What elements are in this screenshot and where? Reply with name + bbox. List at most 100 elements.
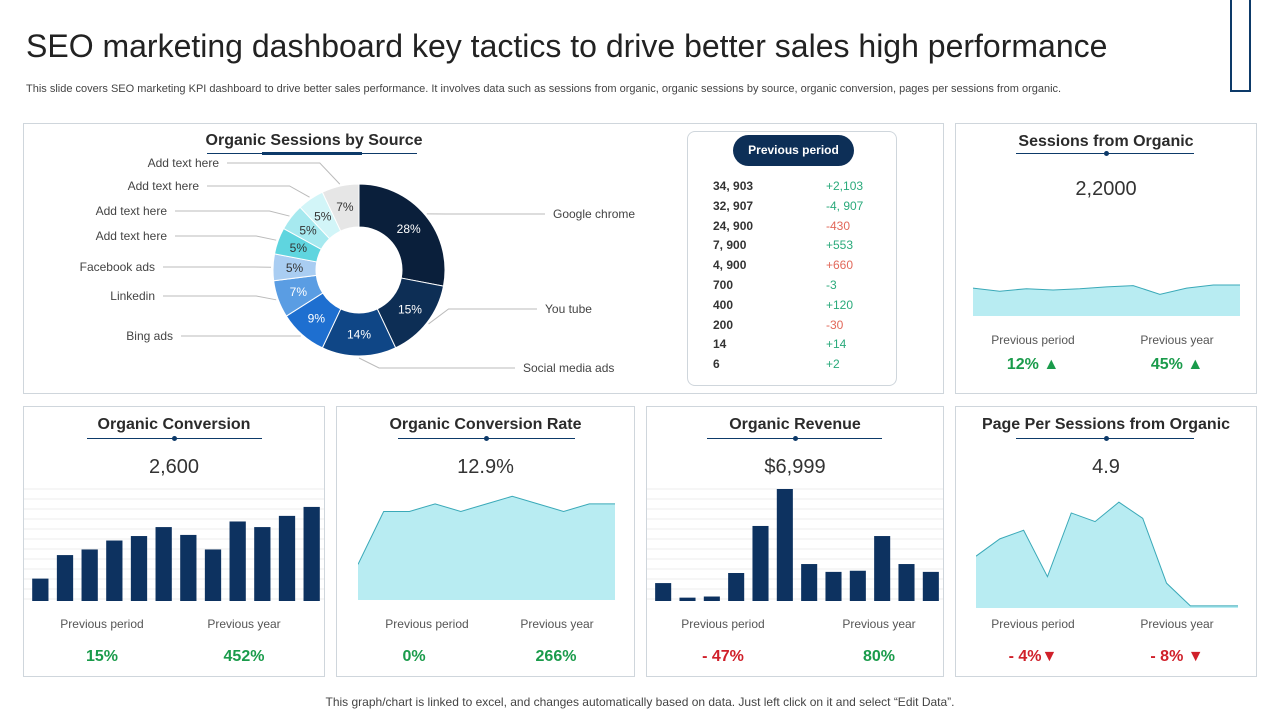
area-line [358,495,615,565]
bar[interactable] [825,571,842,601]
title-dot [484,436,489,441]
bar[interactable] [229,521,246,601]
previous-period-label: Previous period [385,617,469,631]
slice-value-label: 5% [314,210,332,224]
period-row: 32, 907 -4, 907 [713,199,893,217]
previous-year-value: 452% [223,648,265,665]
bar[interactable] [703,596,720,601]
previous-period-label: Previous period [60,617,144,631]
bar[interactable] [180,534,197,601]
slice-value-label: 9% [308,311,326,325]
bar[interactable] [56,555,74,601]
period-change: -3 [826,278,837,292]
revenue-bar-chart [647,488,943,601]
slice-value-label: 7% [290,285,308,299]
conversion-rate-area-chart [358,495,615,600]
bar[interactable] [130,536,148,601]
previous-period-label: Previous period [991,617,1075,631]
period-row: 6 +2 [713,357,893,375]
previous-year-label: Previous year [1140,617,1214,631]
footer-note: This graph/chart is linked to excel, and… [325,695,955,709]
period-value: 200 [713,317,734,332]
leader-line [207,185,310,198]
sessions-from-organic-panel[interactable]: Sessions from Organic 2,2000 Previous pe… [955,123,1257,394]
slice-value-label: 7% [336,200,354,214]
donut-slice[interactable] [321,183,360,232]
bar[interactable] [874,536,891,601]
previous-period-label: Previous period [681,617,765,631]
bar[interactable] [776,489,793,601]
bar[interactable] [922,571,939,601]
bar[interactable] [752,525,769,601]
bar[interactable] [204,549,222,601]
kpi-value: 2,2000 [1075,178,1137,200]
period-row: 14 +14 [713,337,893,355]
previous-year-label: Previous year [520,617,594,631]
period-change: +660 [826,258,854,273]
slice-category-label: Add text here [148,156,220,170]
bar[interactable] [801,564,818,601]
bar[interactable] [81,549,98,601]
slice-value-label: 5% [299,223,317,237]
previous-year-label: Previous year [842,617,916,631]
page-subtitle: This slide covers SEO marketing KPI dash… [26,83,1062,95]
page-per-sessions-panel[interactable]: Page Per Sessions from Organic 4.9 Previ… [955,406,1257,677]
bar[interactable] [106,540,123,601]
bar[interactable] [898,564,915,601]
leader-line [227,162,341,185]
previous-period-value: - 4%▼ [1008,648,1058,665]
bar[interactable] [655,583,672,601]
bar[interactable] [254,527,271,601]
bar[interactable] [32,578,49,601]
bar[interactable] [728,573,745,601]
slice-value-label: 15% [398,303,422,317]
period-change: +120 [826,297,854,312]
area-line [976,501,1238,607]
donut-slice[interactable] [358,183,446,287]
bar[interactable] [278,515,296,601]
previous-year-value: 45% ▲ [1150,356,1204,373]
period-value: 400 [713,297,734,312]
organic-conversion-panel[interactable]: Organic Conversion 2,600 Previous period… [23,406,325,677]
organic-revenue-panel[interactable]: Organic Revenue $6,999 Previous period P… [646,406,944,677]
slice-category-label: Add text here [128,179,200,193]
bar[interactable] [303,506,320,601]
previous-year-label: Previous year [207,617,281,631]
period-change: -30 [826,317,844,332]
leader-line [163,295,277,301]
slice-value-label: 5% [290,241,308,255]
period-row: 24, 900 -430 [713,219,893,237]
kpi-value: $6,999 [764,456,826,478]
title-dot [1104,151,1109,156]
organic-sessions-donut-chart[interactable]: 28% Google chrome 15% You tube 14% Social med… [23,123,703,394]
period-row: 400 +120 [713,298,893,316]
period-value: 34, 903 [713,179,754,193]
bar[interactable] [155,527,172,601]
period-change: +2,103 [826,179,864,193]
area-line [973,284,1240,295]
period-row: 7, 900 +553 [713,238,893,256]
title-dot [1104,436,1109,441]
decorative-corner-bar [1230,0,1251,92]
period-change: -4, 907 [826,198,864,213]
bar[interactable] [679,597,696,601]
organic-sessions-panel[interactable]: Organic Sessions by Source [23,123,944,394]
period-value: 24, 900 [713,218,754,233]
slice-category-label: Bing ads [126,329,173,343]
area-fill [976,502,1238,608]
panel-title: Page Per Sessions from Organic [981,416,1231,433]
previous-period-table: Previous period 34, 903 +2,103 32, 907 -4, … [687,131,897,386]
previous-period-value: 15% [85,648,119,665]
bar[interactable] [849,570,866,601]
period-row: 700 -3 [713,278,893,296]
kpi-value: 2,600 [148,456,200,478]
period-change: +2 [826,357,840,372]
organic-conversion-rate-panel[interactable]: Organic Conversion Rate 12.9% Previous p… [336,406,635,677]
previous-period-value: - 47% [702,648,744,665]
title-underline-bold [262,152,362,155]
previous-period-pill[interactable]: Previous period [733,135,854,166]
panel-title: Organic Conversion [97,416,251,433]
panel-title: Organic Sessions by Source [205,132,423,149]
slice-category-label: Google chrome [553,207,635,221]
period-value: 4, 900 [713,258,747,273]
